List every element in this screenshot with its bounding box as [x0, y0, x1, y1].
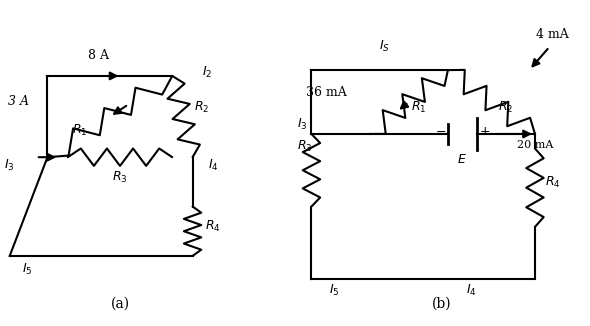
Text: $R_2$: $R_2$: [499, 100, 513, 115]
Text: $I_4$: $I_4$: [466, 283, 477, 298]
Text: $R_4$: $R_4$: [545, 175, 560, 190]
Text: $R_1$: $R_1$: [71, 123, 87, 138]
Text: $R_1$: $R_1$: [411, 100, 427, 115]
Text: $I_5$: $I_5$: [329, 283, 340, 298]
Text: (b): (b): [432, 297, 452, 311]
Text: 4 mA: 4 mA: [536, 28, 569, 41]
Text: (a): (a): [110, 297, 130, 311]
Text: $E$: $E$: [457, 153, 467, 166]
Text: $I_S$: $I_S$: [379, 39, 389, 54]
Text: 36 mA: 36 mA: [306, 86, 346, 99]
Text: $I_3$: $I_3$: [5, 158, 15, 173]
Text: $R_3$: $R_3$: [297, 139, 313, 154]
Text: $I_4$: $I_4$: [208, 158, 218, 173]
Text: $+$: $+$: [478, 125, 490, 138]
Text: $R_2$: $R_2$: [194, 100, 209, 115]
Text: $I_5$: $I_5$: [22, 262, 32, 277]
Text: $R_3$: $R_3$: [112, 170, 128, 185]
Text: $R_4$: $R_4$: [205, 219, 221, 234]
Text: 20 mA: 20 mA: [517, 141, 553, 151]
Text: $I_2$: $I_2$: [202, 65, 212, 80]
Text: 3 A: 3 A: [8, 95, 29, 108]
Text: $I_3$: $I_3$: [297, 117, 307, 132]
Text: 8 A: 8 A: [88, 49, 109, 62]
Text: $-$: $-$: [435, 125, 446, 138]
